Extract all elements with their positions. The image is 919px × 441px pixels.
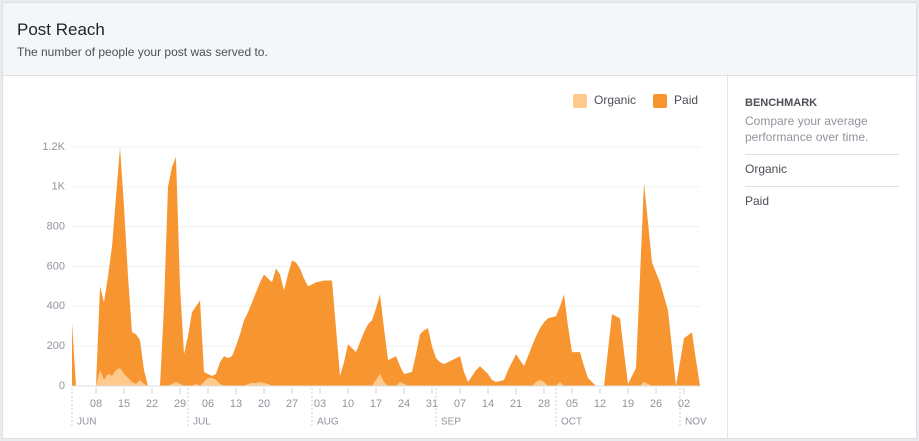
x-tick-label: 15 (118, 398, 130, 410)
title: Post Reach (17, 20, 105, 39)
x-tick-label: 19 (622, 398, 634, 410)
month-label: JUN (77, 417, 96, 428)
month-label: SEP (441, 417, 461, 428)
y-tick-label: 800 (47, 221, 65, 233)
subtitle: The number of people your post was serve… (17, 45, 268, 59)
legend-label: Paid (674, 93, 698, 107)
month-label: JUL (193, 417, 211, 428)
legend-swatch (653, 94, 668, 108)
benchmark-description: Compare your average performance over ti… (745, 114, 869, 144)
x-tick-label: 31 (426, 398, 438, 410)
x-tick-label: 14 (482, 398, 494, 410)
y-tick-label: 400 (47, 300, 65, 312)
x-tick-label: 24 (398, 398, 410, 410)
sidebar: BENCHMARK Compare your average performan… (727, 76, 917, 438)
y-tick-label: 1K (52, 181, 66, 193)
x-tick-label: 02 (678, 398, 690, 410)
x-tick-label: 26 (650, 398, 662, 410)
header: Post Reach The number of people your pos… (3, 3, 916, 76)
area (72, 147, 700, 386)
x-tick-label: 17 (370, 398, 382, 410)
benchmark-item[interactable]: Paid (745, 186, 899, 208)
x-tick-label: 07 (454, 398, 466, 410)
area (72, 368, 700, 386)
legend-label: Organic (594, 93, 636, 107)
x-tick-label: 12 (594, 398, 606, 410)
x-tick-label: 05 (566, 398, 578, 410)
month-label: AUG (317, 417, 339, 428)
legend-swatch (573, 94, 587, 108)
benchmark-item[interactable]: Organic (745, 154, 899, 176)
y-tick-label: 600 (47, 260, 65, 272)
x-tick-label: 29 (174, 398, 186, 410)
month-label: OCT (561, 417, 582, 428)
x-tick-label: 22 (146, 398, 158, 410)
x-tick-label: 28 (538, 398, 550, 410)
x-tick-label: 06 (202, 398, 214, 410)
x-tick-label: 21 (510, 398, 522, 410)
y-tick-label: 1.2K (42, 141, 65, 153)
benchmark-heading: BENCHMARK (745, 97, 818, 109)
x-tick-label: 20 (258, 398, 270, 410)
x-tick-label: 08 (90, 398, 102, 410)
x-tick-label: 13 (230, 398, 242, 410)
x-tick-label: 10 (342, 398, 354, 410)
y-tick-label: 0 (59, 380, 65, 392)
y-tick-label: 200 (47, 340, 65, 352)
x-tick-label: 27 (286, 398, 298, 410)
x-tick-label: 03 (314, 398, 326, 410)
month-label: NOV (685, 417, 707, 428)
